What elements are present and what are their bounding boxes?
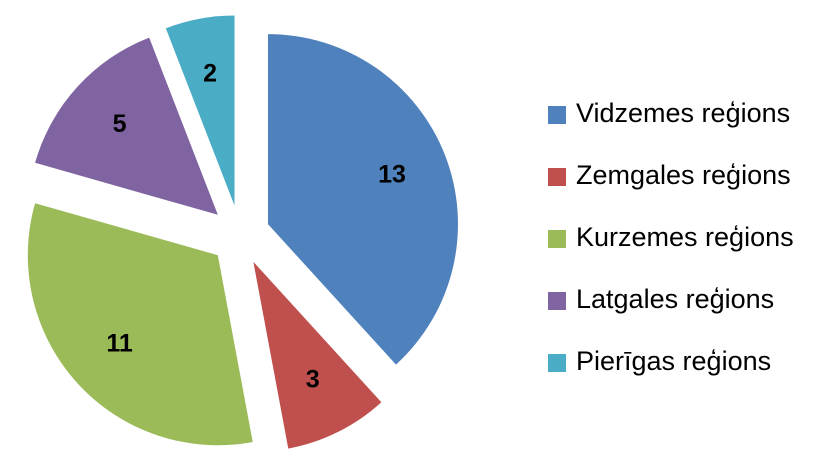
pie-slice	[165, 15, 235, 206]
legend-swatch	[548, 168, 566, 186]
data-label: 3	[306, 366, 320, 394]
legend-label: Pierīgas reģions	[576, 346, 771, 376]
data-label: 5	[113, 110, 127, 138]
legend-swatch	[548, 230, 566, 248]
data-label: 11	[106, 329, 133, 357]
legend-swatch	[548, 354, 566, 372]
legend-label: Zemgales reģions	[576, 160, 791, 190]
legend-label: Kurzemes reģions	[576, 222, 794, 252]
legend-swatch	[548, 292, 566, 310]
legend-label: Latgales reģions	[576, 284, 774, 314]
pie-slice	[253, 261, 382, 449]
data-label: 2	[203, 59, 217, 87]
legend-label: Vidzemes reģions	[576, 98, 790, 128]
pie-slice	[35, 37, 218, 215]
pie-slice	[267, 34, 458, 365]
data-label: 13	[378, 161, 406, 189]
legend-swatch	[548, 106, 566, 124]
pie-slice	[27, 203, 253, 446]
